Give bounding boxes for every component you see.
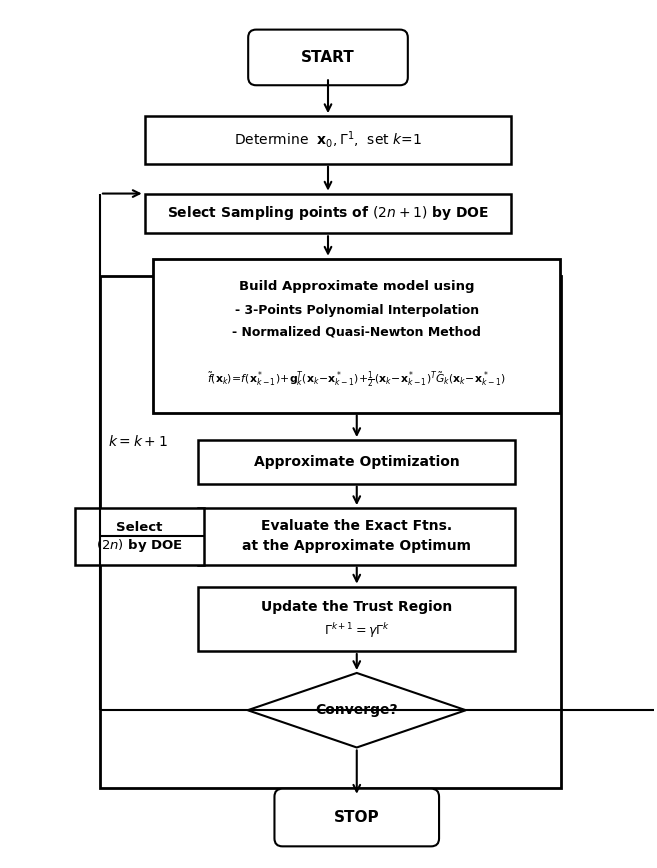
Bar	[145, 194, 511, 233]
Text: Approximate Optimization: Approximate Optimization	[254, 455, 460, 469]
Text: $\tilde{f}(\mathbf{x}_k)\!=\!f(\mathbf{x}^*_{k-1})\!+\!\mathbf{g}^T_k(\mathbf{x}: $\tilde{f}(\mathbf{x}_k)\!=\!f(\mathbf{x…	[208, 370, 506, 391]
Text: $k=k+1$: $k=k+1$	[108, 435, 168, 450]
Bar	[154, 259, 560, 412]
Text: $(2n)$ by DOE: $(2n)$ by DOE	[96, 536, 183, 554]
Text: Converge?: Converge?	[315, 703, 398, 717]
Text: $\Gamma^{k+1}=\gamma\Gamma^k$: $\Gamma^{k+1}=\gamma\Gamma^k$	[324, 621, 390, 641]
Bar	[198, 508, 515, 565]
FancyBboxPatch shape	[275, 789, 439, 846]
Bar	[100, 276, 561, 788]
Text: - Normalized Quasi-Newton Method: - Normalized Quasi-Newton Method	[233, 326, 481, 339]
Text: Update the Trust Region: Update the Trust Region	[261, 600, 453, 614]
Text: - 3-Points Polynomial Interpolation: - 3-Points Polynomial Interpolation	[235, 304, 479, 317]
Text: Select: Select	[116, 521, 163, 534]
Text: Evaluate the Exact Ftns.: Evaluate the Exact Ftns.	[261, 519, 452, 534]
Text: Select Sampling points of $(2n+1)$ by DOE: Select Sampling points of $(2n+1)$ by DO…	[167, 205, 489, 222]
Text: at the Approximate Optimum: at the Approximate Optimum	[242, 539, 471, 553]
Text: Build Approximate model using: Build Approximate model using	[239, 280, 474, 293]
Text: Determine  $\mathbf{x}_0, \Gamma^1$,  set $k$=1: Determine $\mathbf{x}_0, \Gamma^1$, set …	[234, 129, 422, 150]
Text: STOP: STOP	[334, 810, 380, 825]
Bar	[145, 116, 511, 164]
Polygon shape	[248, 673, 466, 747]
Bar	[75, 508, 204, 565]
FancyBboxPatch shape	[248, 30, 408, 85]
Bar	[198, 440, 515, 483]
Text: START: START	[301, 50, 355, 65]
Bar	[198, 587, 515, 651]
